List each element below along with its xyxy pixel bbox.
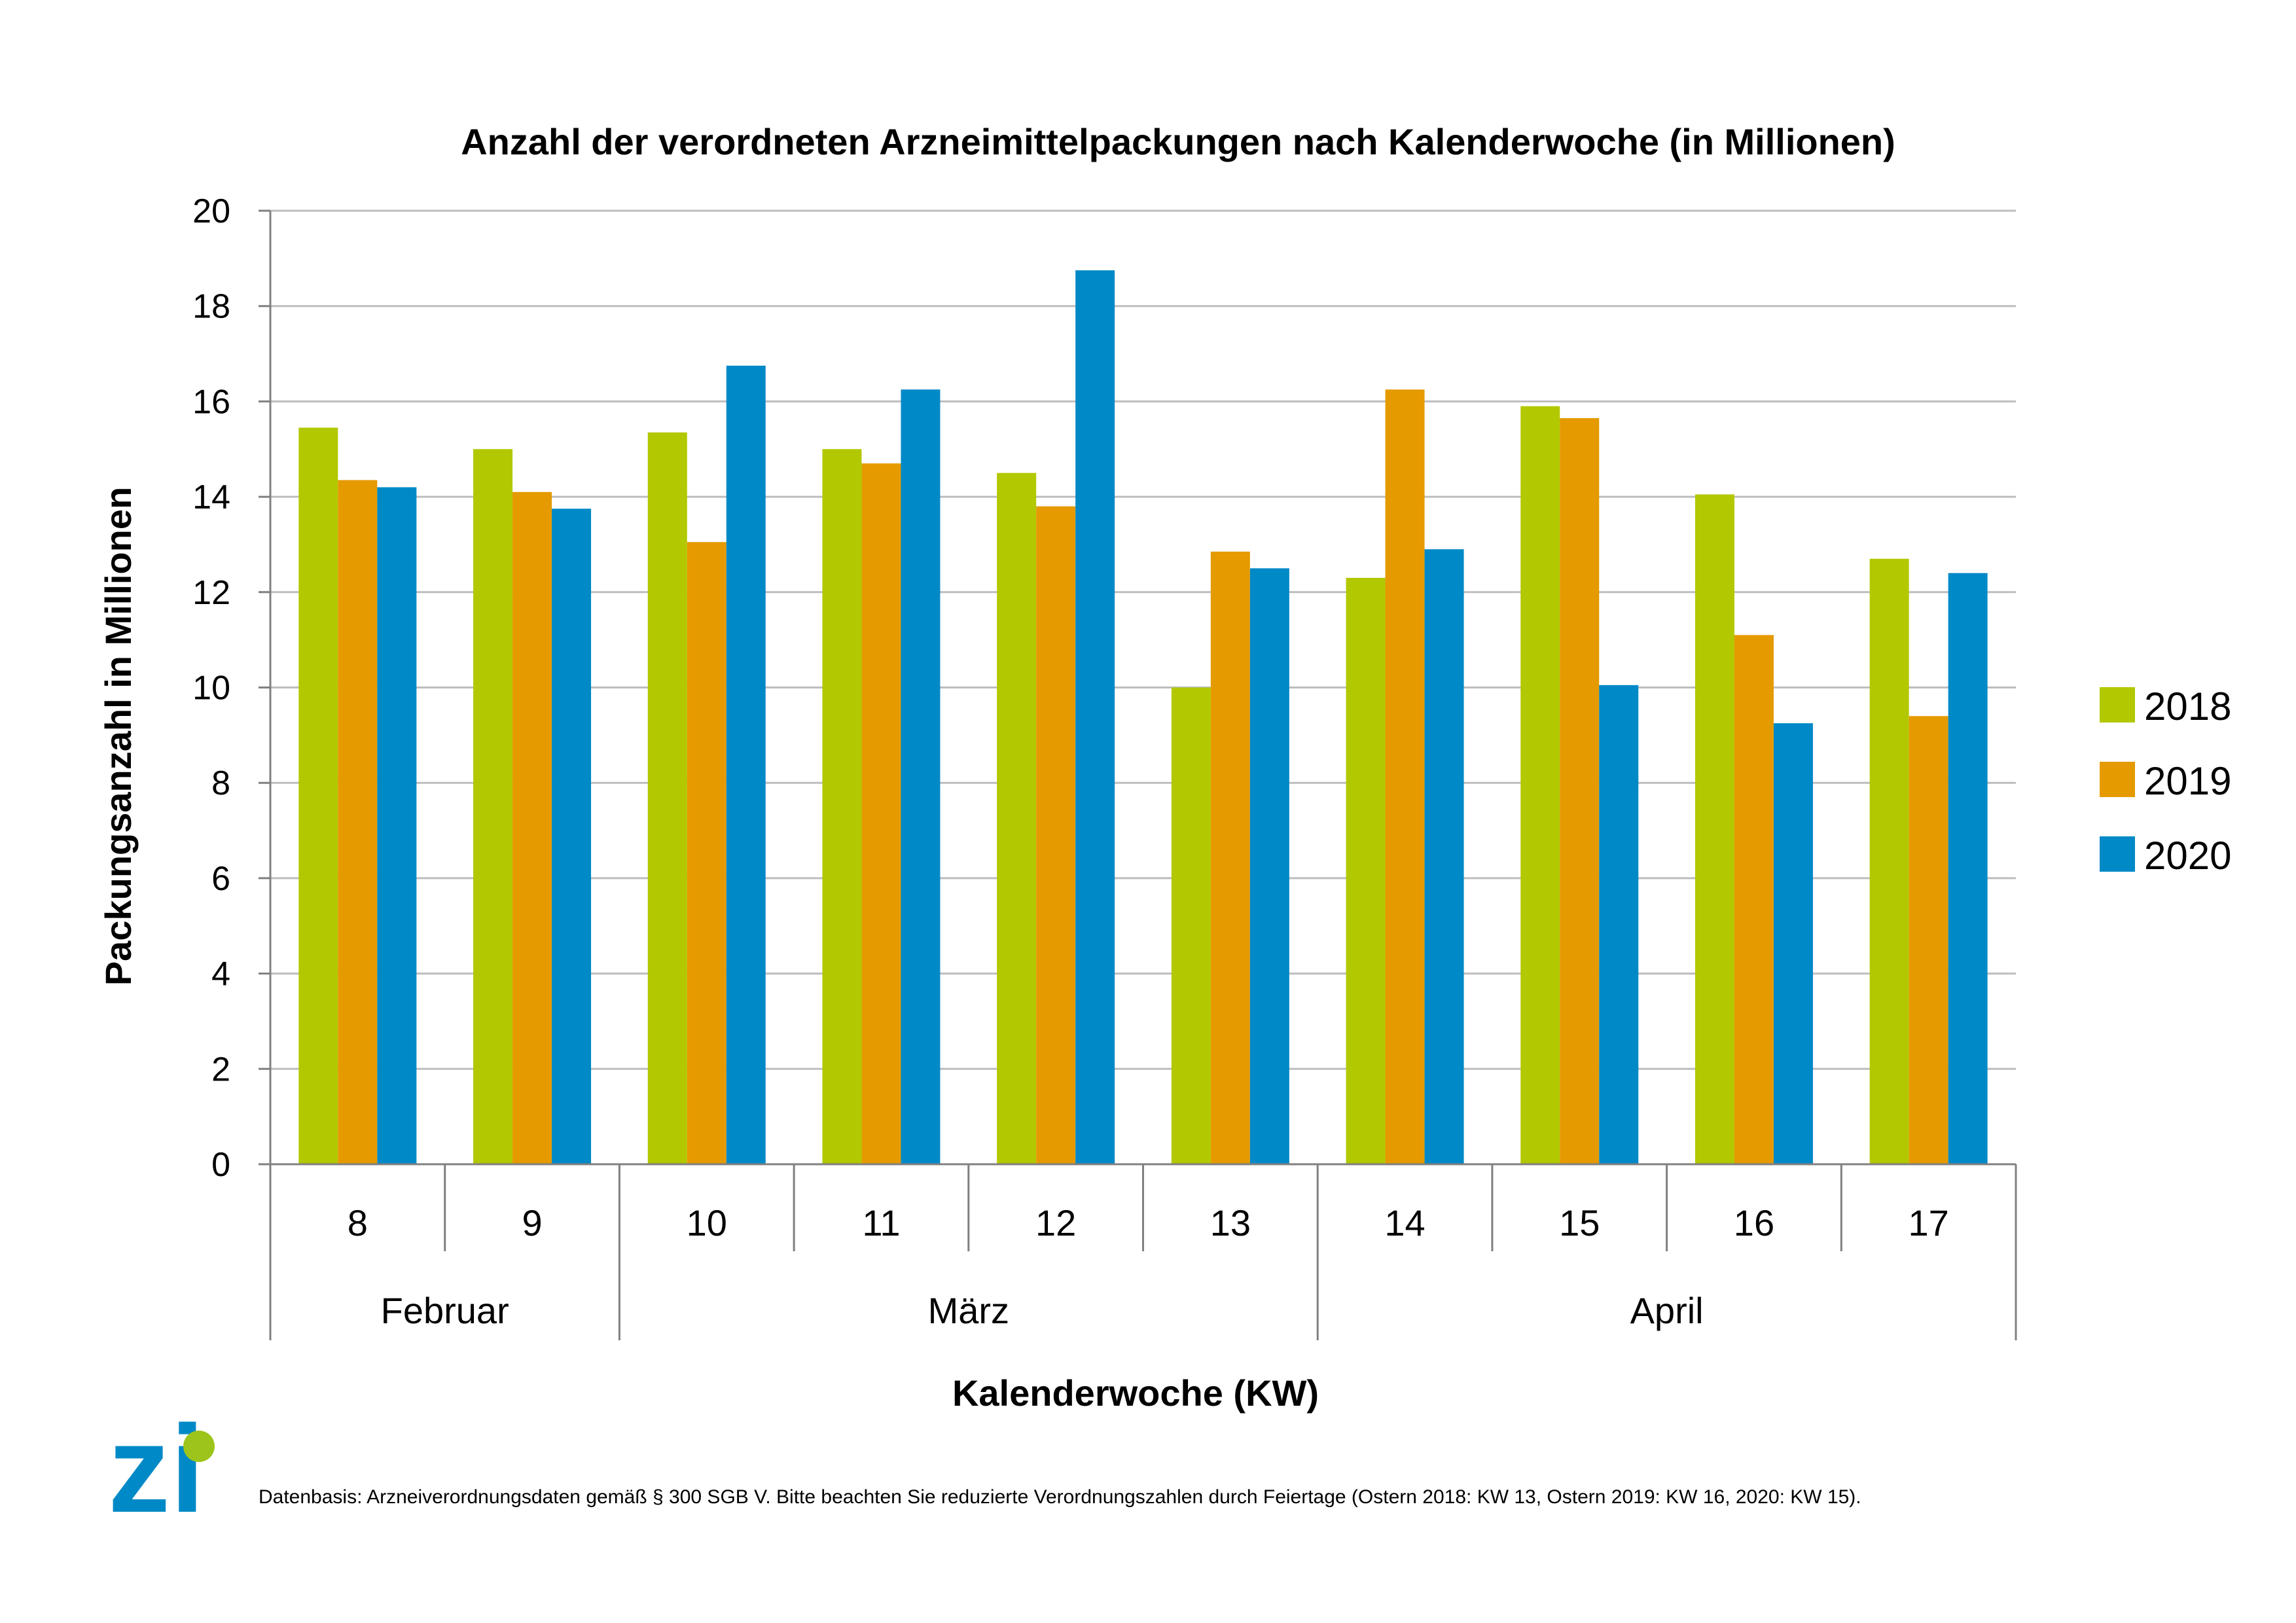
x-tick-label: 11 — [862, 1202, 900, 1243]
x-axis-title: Kalenderwoche (KW) — [952, 1372, 1319, 1414]
bar-2019-kw9 — [512, 491, 552, 1165]
bar-2019-kw15 — [1560, 418, 1600, 1165]
y-tick-label: 10 — [192, 669, 230, 707]
bar-2018-kw13 — [1171, 687, 1211, 1164]
x-tick-label: 17 — [1909, 1202, 1949, 1243]
bar-2019-kw8 — [338, 480, 378, 1164]
y-tick-label: 6 — [211, 860, 230, 898]
bar-2019-kw10 — [687, 542, 726, 1164]
y-tick-label: 12 — [192, 574, 230, 612]
bar-2018-kw11 — [822, 449, 862, 1164]
chart-title: Anzahl der verordneten Arzneimittelpacku… — [461, 121, 1895, 162]
month-label: März — [928, 1290, 1009, 1331]
x-tick-label: 16 — [1734, 1202, 1774, 1243]
y-tick-label: 4 — [211, 955, 230, 993]
y-axis-title: Packungsanzahl in Millionen — [98, 487, 139, 986]
bar-2020-kw15 — [1599, 685, 1639, 1164]
x-tick-label: 15 — [1559, 1202, 1600, 1243]
x-tick-label: 14 — [1384, 1202, 1425, 1243]
month-label: April — [1630, 1290, 1704, 1331]
logo-dot — [183, 1431, 215, 1462]
legend-label-2018: 2018 — [2144, 685, 2231, 728]
bar-2018-kw16 — [1695, 494, 1734, 1164]
y-tick-label: 2 — [211, 1050, 230, 1088]
y-tick-label: 16 — [192, 383, 230, 421]
x-tick-label: 10 — [687, 1202, 727, 1243]
bar-2020-kw8 — [377, 487, 417, 1164]
y-axis: 0 2 4 6 8 10 12 14 16 18 20 — [192, 192, 272, 1184]
zi-logo: zi — [108, 1400, 215, 1539]
bar-2020-kw9 — [552, 508, 592, 1164]
y-tick-label: 8 — [211, 764, 230, 802]
legend-swatch-2018 — [2100, 687, 2135, 722]
x-tick-label: 13 — [1210, 1202, 1251, 1243]
y-tick-label: 18 — [192, 288, 230, 326]
bar-2018-kw9 — [473, 449, 513, 1164]
legend-swatch-2020 — [2100, 836, 2135, 872]
x-axis: 8 9 10 11 12 13 14 15 16 17 Februar März April — [269, 1163, 2017, 1340]
bar-2018-kw10 — [647, 432, 687, 1165]
bar-2020-kw14 — [1424, 549, 1464, 1164]
bar-2018-kw15 — [1520, 406, 1560, 1164]
bar-2020-kw11 — [901, 389, 941, 1164]
y-tick-label: 20 — [192, 192, 230, 230]
legend-label-2019: 2019 — [2144, 759, 2231, 803]
legend: 2018 2019 2020 — [2100, 685, 2231, 878]
bar-2020-kw12 — [1075, 270, 1115, 1164]
y-tick-label: 0 — [211, 1146, 230, 1184]
bar-2019-kw13 — [1210, 551, 1250, 1164]
bar-2019-kw12 — [1036, 506, 1076, 1164]
footnote: Datenbasis: Arzneiverordnungsdaten gemäß… — [259, 1486, 1861, 1508]
legend-swatch-2019 — [2100, 762, 2135, 797]
bar-2018-kw12 — [997, 473, 1037, 1164]
bar-2019-kw11 — [861, 463, 901, 1164]
bar-2019-kw16 — [1734, 635, 1774, 1164]
x-tick-label: 12 — [1035, 1202, 1076, 1243]
legend-label-2020: 2020 — [2144, 834, 2231, 878]
bars — [298, 270, 1988, 1165]
bar-2018-kw17 — [1869, 558, 1909, 1164]
bar-2020-kw17 — [1948, 573, 1988, 1164]
bar-2018-kw14 — [1346, 577, 1386, 1164]
bar-2020-kw13 — [1249, 568, 1289, 1164]
y-tick-label: 14 — [192, 478, 230, 516]
bar-2018-kw8 — [298, 427, 338, 1164]
bar-2020-kw16 — [1773, 723, 1813, 1164]
x-tick-label: 9 — [522, 1202, 542, 1243]
logo-text: zi — [108, 1400, 205, 1539]
bar-2020-kw10 — [726, 365, 766, 1165]
bar-2019-kw17 — [1909, 716, 1948, 1164]
x-tick-label: 8 — [348, 1202, 368, 1243]
bar-2019-kw14 — [1385, 389, 1425, 1164]
month-label: Februar — [381, 1290, 509, 1331]
